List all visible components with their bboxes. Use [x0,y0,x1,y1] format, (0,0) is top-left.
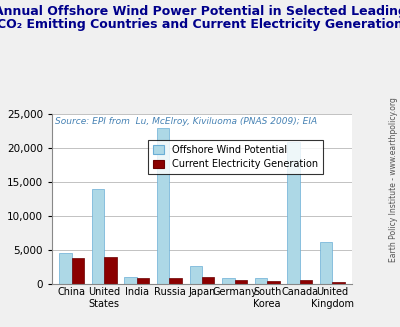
Bar [267,282,280,284]
Text: Annual Offshore Wind Power Potential in Selected Leading: Annual Offshore Wind Power Potential in … [0,5,400,18]
Text: CO₂ Emitting Countries and Current Electricity Generation: CO₂ Emitting Countries and Current Elect… [0,18,400,31]
Bar [169,278,182,284]
Bar [255,278,267,284]
Bar [288,142,300,284]
Bar [72,258,84,284]
Bar [59,253,72,284]
Legend: Offshore Wind Potential, Current Electricity Generation: Offshore Wind Potential, Current Electri… [148,140,323,174]
Bar [222,278,235,284]
Bar [202,277,214,284]
Bar [332,282,345,284]
Y-axis label: Terawatt-hours: Terawatt-hours [0,158,1,241]
Text: Earth Policy Institute - www.earthpolicy.org: Earth Policy Institute - www.earthpolicy… [389,97,398,262]
Bar [320,242,332,284]
Bar [300,281,312,284]
Bar [157,128,169,284]
Bar [190,266,202,284]
Bar [235,281,247,284]
Bar [124,277,137,284]
Text: Source: EPI from  Lu, McElroy, Kiviluoma (PNAS 2009); EIA: Source: EPI from Lu, McElroy, Kiviluoma … [55,117,317,126]
Bar [104,257,116,284]
Bar [137,278,149,284]
Bar [92,189,104,284]
